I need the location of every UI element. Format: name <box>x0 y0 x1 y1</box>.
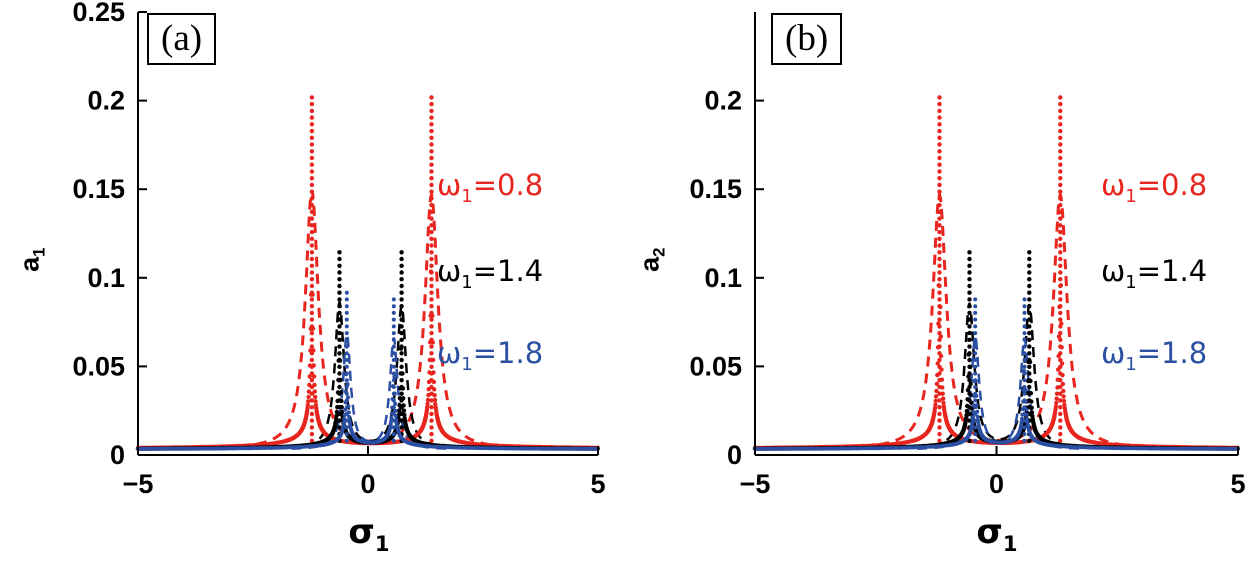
y-axis-label-a2: a2 <box>634 212 669 308</box>
x-tick-label: 0 <box>989 469 1004 499</box>
x-tick-label: −5 <box>123 469 154 499</box>
y-tick-label: 0 <box>727 440 742 470</box>
panel-a-label: (a) <box>147 13 217 66</box>
legend-omega1-1.4: ω1=1.4 <box>437 254 543 293</box>
legend-value: =1.4 <box>1136 254 1208 288</box>
x-axis-label-subscript: 1 <box>374 530 390 556</box>
panel-b-label: (b) <box>771 13 843 66</box>
y-tick-label: 0.15 <box>72 174 125 204</box>
legend-symbol: ω <box>437 254 462 288</box>
axes <box>754 12 1239 456</box>
x-axis-label-sigma1: σ1 <box>954 512 1040 556</box>
unstable-branch-omega1=0.8 <box>828 188 1171 450</box>
x-axis-label-sigma1: σ1 <box>326 512 412 556</box>
y-tick-label: 0.05 <box>689 351 742 381</box>
legend-symbol: ω <box>437 168 462 202</box>
tick-labels: −5 0 500.050.10.150.2 <box>689 86 1245 499</box>
legend-subscript: 1 <box>461 353 473 375</box>
x-tick-label: 5 <box>590 469 605 499</box>
x-axis-label-base: σ <box>976 512 1003 552</box>
legend-omega1-1.8: ω1=1.8 <box>1101 336 1207 375</box>
legend-value: =1.8 <box>472 336 544 370</box>
legend-value: =0.8 <box>1136 168 1208 202</box>
legend-symbol: ω <box>437 336 462 370</box>
legend-omega1-1.4: ω1=1.4 <box>1101 254 1207 293</box>
tick-labels: −5 0 500.050.10.150.20.25 <box>72 0 605 499</box>
y-tick-label: 0.2 <box>704 86 742 116</box>
legend-symbol: ω <box>1101 254 1126 288</box>
x-axis-label-subscript: 1 <box>1002 530 1018 556</box>
y-tick-label: 0.25 <box>72 0 125 27</box>
legend-subscript: 1 <box>1125 271 1137 293</box>
y-tick-label: 0.05 <box>72 351 125 381</box>
y-axis-label-base: a <box>14 256 45 272</box>
y-axis-label-base: a <box>634 256 665 272</box>
stable-branch-omega1=1.8 <box>753 297 1240 451</box>
legend-subscript: 1 <box>461 185 473 207</box>
y-tick-label: 0.15 <box>689 174 742 204</box>
panel-b: −5 0 5 0 0.05 0.1 0.15 0.2 (b) a2 σ1 ω1=0.8 ω1=… <box>620 0 1255 575</box>
legend-subscript: 1 <box>1125 353 1137 375</box>
y-axis-label-a1: a1 <box>14 212 49 308</box>
x-tick-label: −5 <box>740 469 771 499</box>
legend-symbol: ω <box>1101 336 1126 370</box>
stable-branch-omega1=1.8 <box>136 290 599 451</box>
y-tick-label: 0 <box>110 440 125 470</box>
y-tick-label: 0.1 <box>87 263 125 293</box>
y-axis-label-subscript: 1 <box>29 247 49 257</box>
legend-subscript: 1 <box>461 271 473 293</box>
x-axis-label-base: σ <box>348 512 375 552</box>
unstable-branch-omega1=0.8 <box>206 188 537 450</box>
legend-subscript: 1 <box>1125 185 1137 207</box>
x-tick-label: 5 <box>1230 469 1245 499</box>
plot-canvas-a: −5 0 500.050.10.150.20.25 <box>72 0 605 499</box>
y-axis-label-subscript: 2 <box>649 247 669 257</box>
legend-omega1-1.8: ω1=1.8 <box>437 336 543 375</box>
x-tick-label: 0 <box>360 469 375 499</box>
y-tick-label: 0.1 <box>704 263 742 293</box>
legend-omega1-0.8: ω1=0.8 <box>1101 168 1207 207</box>
axes <box>137 11 599 456</box>
plot-canvas-b: −5 0 500.050.10.150.2 <box>689 12 1246 499</box>
legend-value: =1.4 <box>472 254 544 288</box>
y-tick-label: 0.2 <box>87 86 125 116</box>
legend-omega1-0.8: ω1=0.8 <box>437 168 543 207</box>
legend-value: =0.8 <box>472 168 544 202</box>
legend-value: =1.8 <box>1136 336 1208 370</box>
legend-symbol: ω <box>1101 168 1126 202</box>
panel-a: −5 0 5 0 0.05 0.1 0.15 0.2 0.25 (a) a1 σ1 ω1=0.8… <box>0 0 620 575</box>
